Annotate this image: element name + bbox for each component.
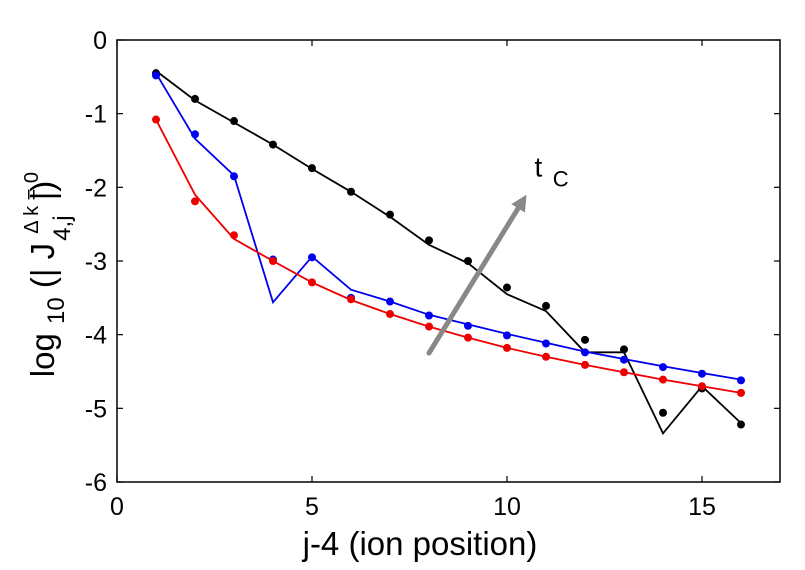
y-tick-label: 0: [93, 27, 107, 55]
data-point-blue: [464, 321, 472, 330]
y-label-open: (| J: [24, 243, 61, 288]
arrow-icon: [426, 205, 521, 356]
data-point-black: [386, 210, 394, 219]
x-tick-label: 10: [493, 493, 521, 521]
data-point-black: [347, 187, 355, 196]
y-label-subscript: 4,j: [49, 215, 76, 240]
data-point-black: [503, 283, 511, 292]
y-label-log-base: 10: [43, 297, 70, 324]
y-tick-label: -1: [85, 101, 107, 129]
data-point-red: [620, 368, 628, 377]
data-point-blue: [542, 339, 550, 348]
data-point-black: [659, 408, 667, 417]
data-point-blue: [386, 297, 394, 306]
annotation-layer: t C: [426, 152, 569, 356]
data-point-red: [386, 310, 394, 319]
tick-layer: 0 5 10 15 0 -1 -2 -3 -4 -5 -6: [85, 27, 780, 521]
data-point-red: [659, 375, 667, 384]
data-point-red: [464, 333, 472, 342]
y-label-prefix: log: [24, 333, 61, 377]
data-point-blue: [230, 172, 238, 181]
arrow-head-icon: [511, 194, 527, 213]
series-line-black: [155, 70, 742, 436]
data-point-black: [269, 140, 277, 149]
data-point-blue: [152, 71, 160, 80]
y-tick-label: -4: [85, 322, 107, 350]
data-point-black: [464, 257, 472, 265]
data-point-blue: [581, 348, 589, 357]
data-point-red: [698, 382, 706, 391]
y-label-superscript: Δ k = 0: [21, 172, 43, 234]
data-point-red: [308, 278, 316, 287]
data-point-black: [425, 236, 433, 245]
data-point-blue: [737, 376, 745, 385]
annotation-label-main: t: [535, 152, 543, 183]
x-tick-label: 15: [688, 493, 716, 521]
data-point-red: [503, 343, 511, 352]
y-label-close: |): [24, 181, 61, 201]
data-point-blue: [191, 130, 199, 139]
data-point-black: [581, 335, 589, 344]
data-point-blue: [425, 311, 433, 320]
data-point-red: [269, 257, 277, 265]
data-point-black: [620, 345, 628, 354]
data-point-black: [191, 94, 199, 103]
data-point-blue: [503, 331, 511, 340]
x-tick-label: 5: [305, 493, 319, 521]
y-tick-label: -6: [85, 469, 107, 497]
data-point-red: [581, 360, 589, 369]
x-tick-label: 0: [110, 493, 124, 521]
annotation-label: t C: [535, 152, 569, 192]
y-axis-label: log 10 (| J Δ k = 0 4,j |): [8, 163, 77, 377]
data-point-black: [542, 301, 550, 310]
y-tick-label: -5: [85, 395, 107, 423]
data-point-red: [230, 231, 238, 240]
data-point-red: [152, 115, 160, 124]
data-point-red: [347, 295, 355, 304]
x-axis-label: j-4 (ion position): [302, 525, 538, 562]
data-point-red: [737, 388, 745, 397]
data-point-red: [191, 197, 199, 206]
data-point-blue: [659, 363, 667, 372]
data-point-black: [308, 164, 316, 173]
data-point-red: [425, 322, 433, 331]
annotation-label-subscript: C: [553, 167, 569, 192]
data-point-blue: [308, 253, 316, 262]
series-red: [152, 115, 745, 397]
data-point-red: [542, 352, 550, 361]
data-point-blue: [698, 369, 706, 378]
data-point-black: [737, 420, 745, 429]
plot-area: [116, 39, 781, 483]
data-point-blue: [620, 355, 628, 364]
data-point-black: [230, 117, 238, 126]
y-tick-label: -3: [85, 248, 107, 276]
series-line-red: [155, 119, 742, 394]
y-tick-label: -2: [85, 174, 107, 202]
